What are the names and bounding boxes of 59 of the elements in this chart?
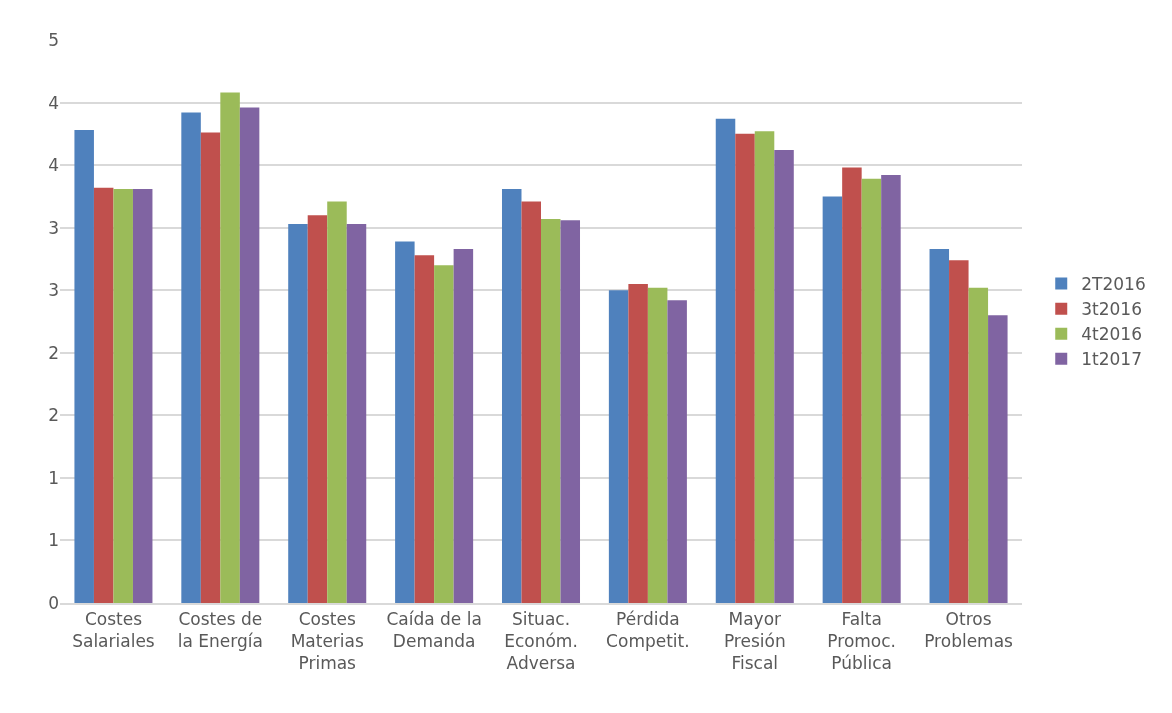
legend-label: 1t2017 [1081,349,1142,370]
x-tick-label: Situac. Económ. Adversa [504,609,578,674]
y-tick-label: 5 [48,29,59,50]
bar [239,107,260,603]
legend-label: 3t2016 [1081,299,1142,320]
x-tick-label: Pérdida Competit. [606,609,690,652]
bar [560,220,581,603]
bar [327,201,347,603]
x-tick-label: Costes de la Energía [177,609,263,652]
bar [822,196,843,603]
y-tick-label: 2 [48,342,59,363]
bar [74,130,94,603]
bar [715,118,736,603]
bar [667,300,687,603]
bar [754,131,775,603]
bar [608,290,629,603]
bar [988,315,1008,603]
bar [220,92,240,603]
bar [93,187,114,603]
bar [861,178,882,603]
bar [541,218,561,603]
x-tick-label: Costes Salariales [72,609,155,652]
x-tick-label: Falta Promoc. Pública [827,609,897,674]
x-tick-label: Caída de la Demanda [386,609,482,652]
bar [346,223,367,603]
y-tick-label: 3 [48,280,59,301]
bar [307,215,328,603]
y-tick-label: 0 [48,592,59,613]
bar [842,167,862,603]
bar [774,150,794,603]
bar [434,265,454,603]
y-tick-label: 3 [48,217,59,238]
bar [453,248,474,603]
y-tick-label: 1 [48,530,59,551]
bar [521,201,541,603]
bar [181,112,201,603]
bar [288,223,308,603]
bar [113,188,133,603]
bar [395,241,415,603]
bar [501,188,522,603]
y-tick-label: 4 [48,155,59,176]
legend-label: 4t2016 [1081,324,1142,345]
y-tick-label: 1 [48,467,59,488]
bar [929,248,950,603]
y-tick-label: 2 [48,405,59,426]
bar [949,260,969,603]
bar [132,188,153,603]
y-tick-label: 4 [48,92,59,113]
x-tick-label: Mayor Presión Fiscal [723,609,786,674]
legend-label: 2T2016 [1081,274,1146,295]
bar [735,133,755,603]
bar [414,255,435,603]
bar [628,283,648,603]
x-tick-label: Costes Materias Primas [290,609,364,674]
bar [200,132,221,603]
x-tick-label: Otros Problemas [924,609,1014,652]
bar [881,175,901,603]
bar [968,287,989,603]
bar [647,287,668,603]
